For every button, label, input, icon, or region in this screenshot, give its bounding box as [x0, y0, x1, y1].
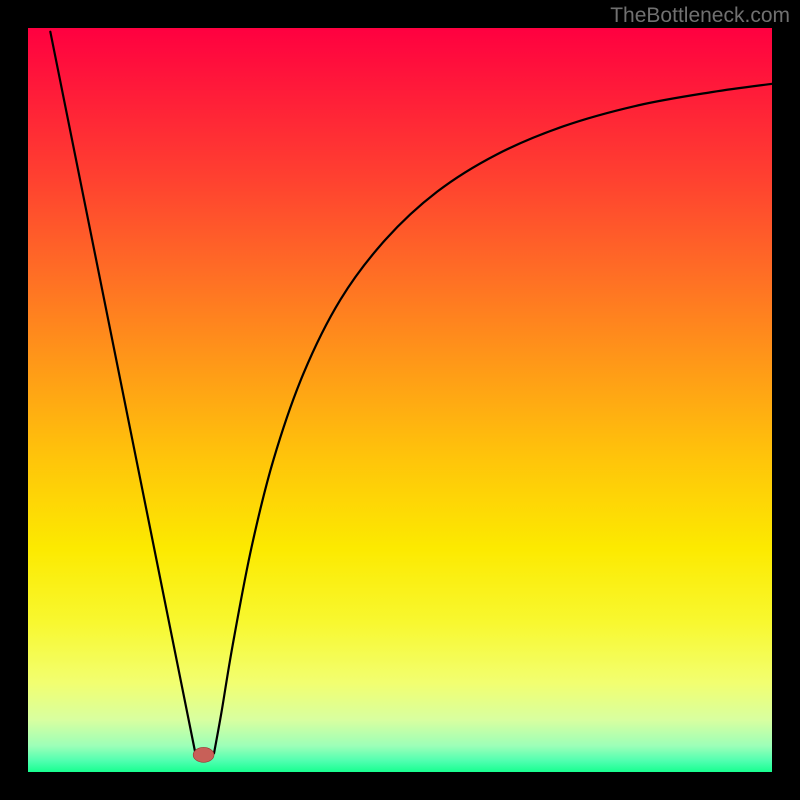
plot-background [28, 28, 772, 772]
watermark-text: TheBottleneck.com [610, 4, 790, 28]
optimal-point-marker [193, 747, 214, 762]
chart-container: TheBottleneck.com [0, 0, 800, 800]
bottleneck-chart [0, 0, 800, 800]
